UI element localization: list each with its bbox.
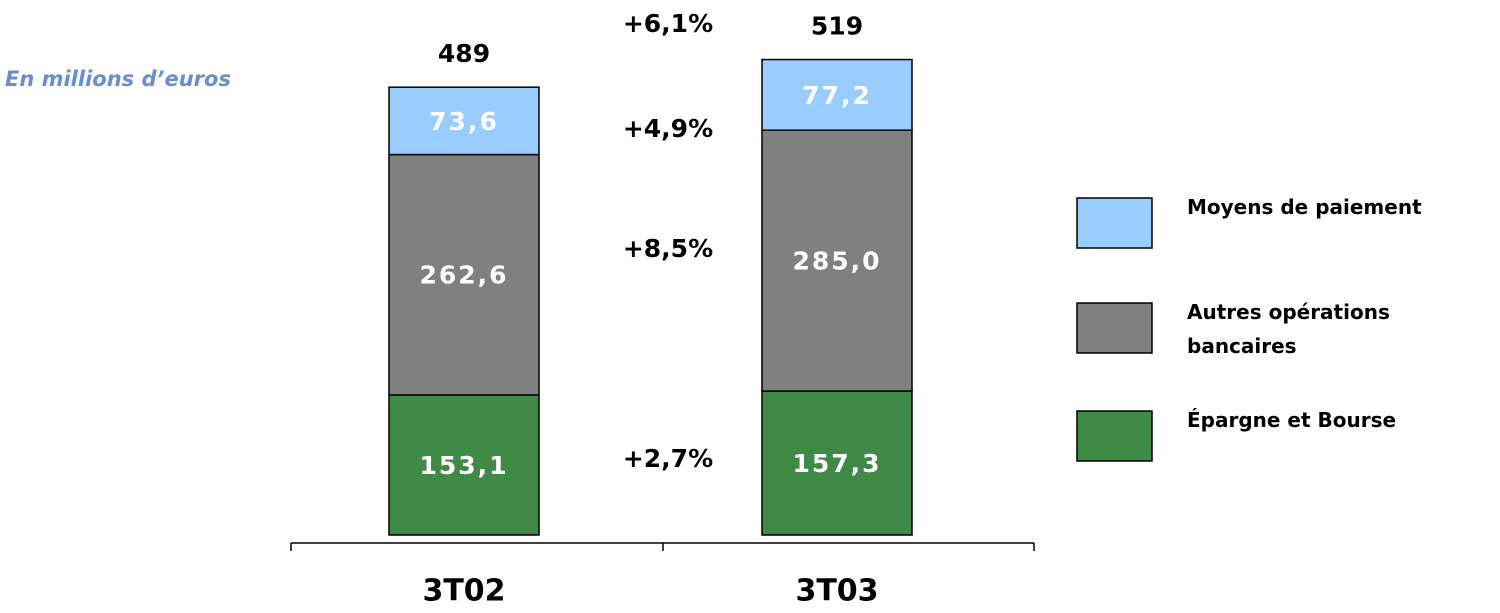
bar-segment — [761, 58, 913, 131]
x-tick-label: 3T02 — [422, 574, 505, 609]
change-label: +4,9% — [623, 114, 713, 143]
change-label: +2,7% — [623, 444, 713, 473]
legend-entry: Épargne et Bourse — [1187, 408, 1397, 432]
value-label: 153,1 — [419, 451, 508, 480]
bar-segment — [761, 129, 913, 392]
value-label: 285,0 — [792, 247, 881, 276]
legend-swatch — [1076, 410, 1153, 462]
legend-label: Autres opérations bancaires — [1187, 300, 1390, 358]
legend-entry: Moyens de paiement — [1187, 195, 1422, 219]
change-label: +8,5% — [623, 234, 713, 263]
value-label: 262,6 — [419, 261, 508, 290]
value-label: 73,6 — [429, 107, 499, 136]
total-label: 519 — [811, 12, 863, 41]
bar-segment — [388, 394, 540, 536]
bar-segment — [761, 390, 913, 536]
chart-subtitle: En millions d’euros — [5, 67, 231, 91]
bar-segment — [388, 86, 540, 156]
value-label: 157,3 — [792, 449, 881, 478]
legend-swatch — [1076, 302, 1153, 354]
bar-segment — [388, 153, 540, 396]
legend-swatch — [1076, 197, 1153, 249]
change-label: +6,1% — [623, 9, 713, 38]
legend-label: Moyens de paiement — [1187, 195, 1422, 219]
legend-label: Épargne et Bourse — [1187, 408, 1397, 432]
legend-entry: Autres opérations bancaires — [1187, 300, 1390, 358]
value-label: 77,2 — [802, 81, 872, 110]
total-label: 489 — [438, 39, 490, 68]
x-tick-label: 3T03 — [795, 574, 878, 609]
